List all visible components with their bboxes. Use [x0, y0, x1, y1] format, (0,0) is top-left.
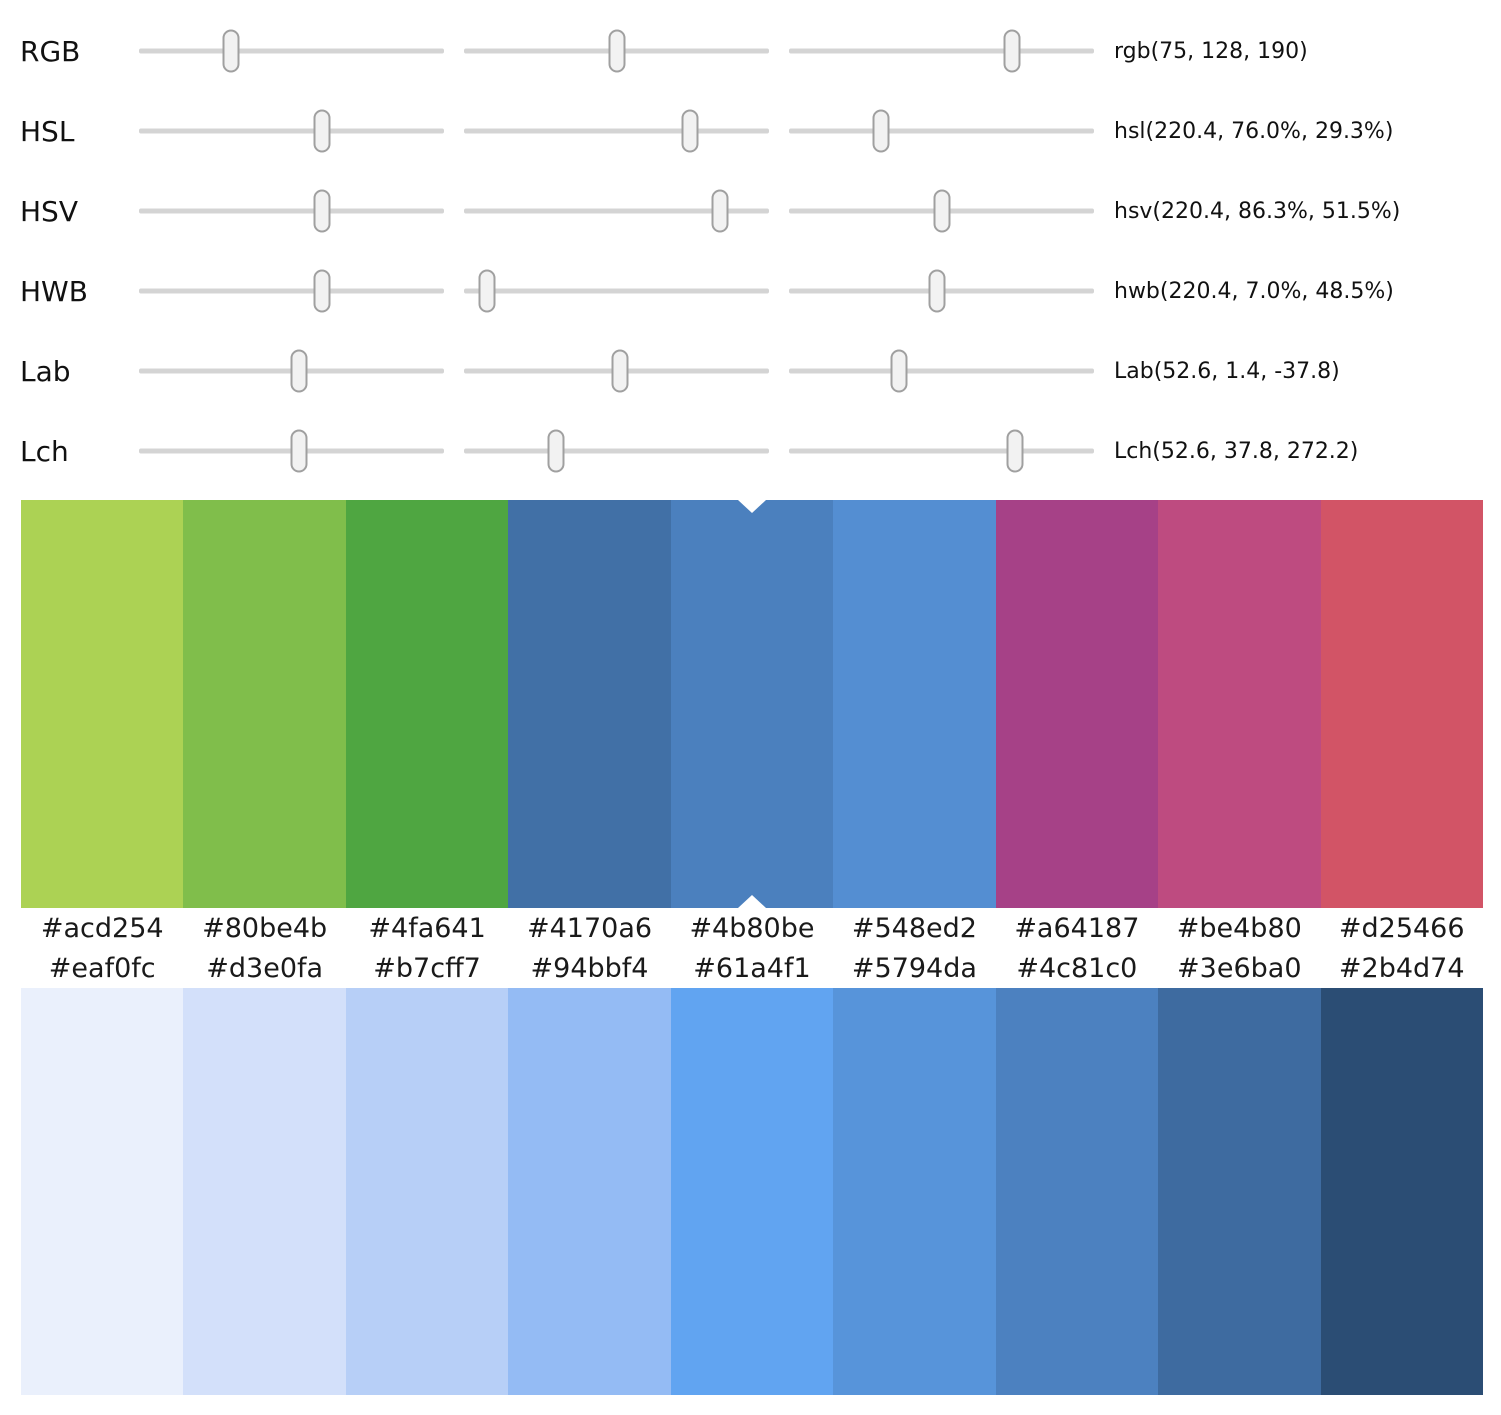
slider-track-component-1[interactable]	[139, 427, 444, 475]
palette-top-strip	[21, 500, 1483, 908]
swatch-hex-label: #3e6ba0	[1177, 952, 1302, 984]
swatch-hex-label: #b7cff7	[373, 952, 481, 984]
palette-top-labels: #acd254 #80be4b #4fa641 #4170a6 #4b80be …	[21, 908, 1483, 948]
slider-thumb[interactable]	[933, 189, 950, 233]
slider-thumb[interactable]	[1006, 429, 1024, 473]
slider-thumb[interactable]	[928, 269, 946, 313]
slider-track-component-1[interactable]	[139, 187, 444, 235]
swatch-hex-label: #4c81c0	[1016, 952, 1138, 984]
slider-thumb[interactable]	[313, 109, 331, 153]
slider-thumb[interactable]	[1003, 29, 1021, 73]
slider-thumb[interactable]	[711, 189, 729, 233]
slider-track-component-3[interactable]	[789, 187, 1094, 235]
palette-swatch[interactable]	[21, 500, 184, 908]
slider-track-component-3[interactable]	[789, 267, 1094, 315]
palette-swatch[interactable]	[670, 500, 834, 908]
selected-swatch-notch-bottom	[738, 895, 766, 908]
palette-swatch[interactable]	[183, 988, 346, 1395]
slider-thumb[interactable]	[313, 269, 331, 313]
slider-row: HWB hwb(220.4, 7.0%, 48.5%)	[0, 251, 1501, 331]
palette-swatch[interactable]	[995, 988, 1159, 1395]
slider-thumb[interactable]	[478, 269, 496, 313]
slider-track-component-2[interactable]	[464, 107, 769, 155]
slider-track-component-1[interactable]	[139, 267, 444, 315]
swatch-hex-label: #acd254	[40, 912, 164, 944]
slider-track-component-3[interactable]	[789, 347, 1094, 395]
slider-track-component-2[interactable]	[464, 267, 769, 315]
slider-panel: RGB rgb(75, 128, 190) HSL	[0, 0, 1501, 491]
color-value-text: hwb(220.4, 7.0%, 48.5%)	[1114, 278, 1394, 304]
colorspace-label: HWB	[20, 274, 88, 308]
swatch-hex-label: #94bbf4	[530, 952, 649, 984]
slider-track-component-2[interactable]	[464, 427, 769, 475]
selected-swatch-notch-top	[738, 500, 766, 513]
color-value-text: rgb(75, 128, 190)	[1114, 38, 1308, 64]
swatch-hex-label: #4170a6	[527, 912, 653, 944]
palette-swatch[interactable]	[508, 988, 671, 1395]
slider-thumb[interactable]	[872, 109, 889, 153]
slider-row: Lch Lch(52.6, 37.8, 272.2)	[0, 411, 1501, 491]
slider-thumb[interactable]	[547, 429, 564, 473]
swatch-hex-label: #d3e0fa	[206, 952, 324, 984]
slider-row: RGB rgb(75, 128, 190)	[0, 11, 1501, 91]
slider-track-component-2[interactable]	[464, 347, 769, 395]
slider-track-component-3[interactable]	[789, 27, 1094, 75]
slider-track-component-1[interactable]	[139, 107, 444, 155]
swatch-hex-label: #4fa641	[368, 912, 486, 944]
color-value-text: hsl(220.4, 76.0%, 29.3%)	[1114, 118, 1394, 144]
color-value-text: Lab(52.6, 1.4, -37.8)	[1114, 358, 1340, 384]
slider-row: HSV hsv(220.4, 86.3%, 51.5%)	[0, 171, 1501, 251]
swatch-hex-label: #5794da	[851, 952, 977, 984]
slider-thumb[interactable]	[290, 429, 308, 473]
palette-swatch[interactable]	[833, 988, 996, 1395]
colorspace-label: Lch	[20, 434, 69, 468]
swatch-hex-label: #eaf0fc	[48, 952, 156, 984]
slider-track-component-2[interactable]	[464, 27, 769, 75]
colorspace-label: HSV	[20, 194, 78, 228]
palette-swatch[interactable]	[345, 988, 509, 1395]
palette-swatch[interactable]	[1320, 500, 1483, 908]
slider-row: HSL hsl(220.4, 76.0%, 29.3%)	[0, 91, 1501, 171]
palette-swatch[interactable]	[1158, 988, 1321, 1395]
colorspace-label: Lab	[20, 354, 71, 388]
palette-swatch[interactable]	[21, 988, 184, 1395]
palette-swatch[interactable]	[345, 500, 509, 908]
palette-swatch[interactable]	[508, 500, 671, 908]
slider-track-component-1[interactable]	[139, 27, 444, 75]
palette-bottom-labels: #eaf0fc #d3e0fa #b7cff7 #94bbf4 #61a4f1 …	[21, 948, 1483, 988]
swatch-hex-label: #548ed2	[851, 912, 977, 944]
swatch-hex-label: #61a4f1	[693, 952, 811, 984]
slider-track-component-3[interactable]	[789, 427, 1094, 475]
color-value-text: Lch(52.6, 37.8, 272.2)	[1114, 438, 1359, 464]
slider-track-component-1[interactable]	[139, 347, 444, 395]
slider-row: Lab Lab(52.6, 1.4, -37.8)	[0, 331, 1501, 411]
slider-track-component-3[interactable]	[789, 107, 1094, 155]
palette-swatch[interactable]	[1320, 988, 1483, 1395]
slider-thumb[interactable]	[611, 349, 629, 393]
swatch-hex-label: #d25466	[1338, 912, 1465, 944]
palette-swatch[interactable]	[833, 500, 996, 908]
swatch-hex-label: #4b80be	[689, 912, 815, 944]
palette-swatch[interactable]	[1158, 500, 1321, 908]
swatch-hex-label: #2b4d74	[1338, 952, 1465, 984]
slider-thumb[interactable]	[222, 29, 239, 73]
colorspace-label: RGB	[20, 34, 81, 68]
palette-swatch[interactable]	[183, 500, 346, 908]
swatch-hex-label: #be4b80	[1176, 912, 1302, 944]
swatch-hex-label: #80be4b	[202, 912, 328, 944]
slider-track-component-2[interactable]	[464, 187, 769, 235]
slider-thumb[interactable]	[890, 349, 908, 393]
palette-swatch[interactable]	[995, 500, 1159, 908]
palette-bottom-strip	[21, 988, 1483, 1395]
color-value-text: hsv(220.4, 86.3%, 51.5%)	[1114, 198, 1401, 224]
colorspace-label: HSL	[20, 114, 75, 148]
swatch-hex-label: #a64187	[1014, 912, 1140, 944]
slider-thumb[interactable]	[608, 29, 625, 73]
slider-thumb[interactable]	[290, 349, 308, 393]
palette-swatch[interactable]	[670, 988, 834, 1395]
slider-thumb[interactable]	[313, 189, 331, 233]
slider-thumb[interactable]	[681, 109, 699, 153]
